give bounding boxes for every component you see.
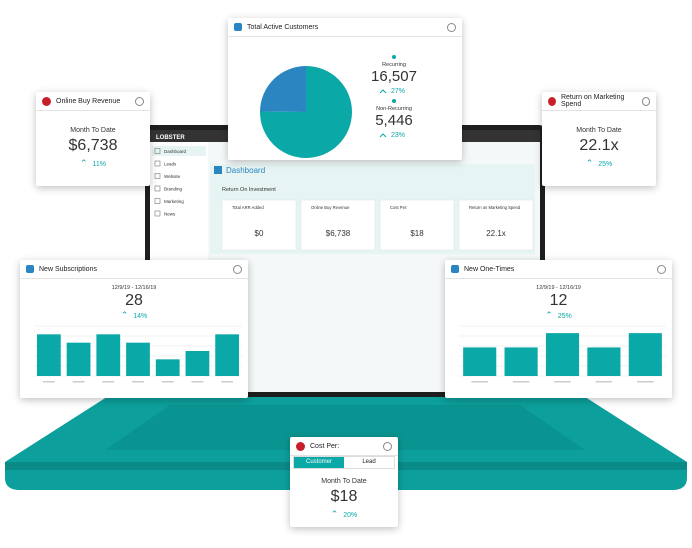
nav-icon: [154, 210, 161, 217]
bar: [215, 334, 240, 376]
bar: [155, 359, 180, 376]
bar: [463, 347, 497, 376]
x-label-decor: [102, 381, 115, 383]
mini-card: [300, 199, 376, 251]
revenue-card: Online Buy Revenue Month To Date $6,738 …: [36, 92, 150, 186]
x-label-decor: [132, 381, 144, 383]
change: 11%: [36, 158, 150, 169]
card-title: Cost Per:: [310, 442, 340, 450]
x-label-decor: [637, 381, 654, 383]
mini-card: [379, 199, 455, 251]
x-label-decor: [595, 381, 613, 383]
x-label-decor: [221, 381, 234, 383]
nav-item: Leads: [164, 162, 177, 167]
period: Month To Date: [321, 478, 367, 485]
tab[interactable]: Lead: [362, 459, 376, 465]
mini-card: [458, 199, 534, 251]
mini-value: $6,738: [326, 229, 351, 238]
nav-item: Marketing: [164, 199, 184, 204]
period: 12/9/19 - 12/16/19: [111, 285, 157, 291]
bar: [545, 333, 580, 376]
period: Month To Date: [70, 127, 116, 134]
change: 23%: [391, 132, 405, 139]
value-label: 5,446: [375, 112, 413, 129]
change: 25%: [445, 310, 672, 321]
costper-card: Cost Per: Customer Lead Month To Date $1…: [290, 437, 398, 527]
legend-dot: [392, 99, 396, 103]
mini-title: Online Buy Revenue: [311, 205, 350, 210]
nav-active: [152, 146, 206, 156]
value-label: 16,507: [371, 68, 417, 85]
nav-item: Website: [164, 174, 181, 179]
card-title: New Subscriptions: [39, 265, 97, 273]
bar: [628, 333, 662, 376]
nav-item: Dashboard: [164, 149, 187, 154]
period: 12/9/19 - 12/16/19: [536, 285, 581, 291]
legend-label: Recurring: [382, 62, 406, 68]
bar: [96, 334, 121, 376]
legend-dot: [392, 55, 396, 59]
legend-label: Non-Recurring: [376, 106, 412, 112]
change: 20%: [290, 509, 398, 520]
nav-icon: [154, 173, 161, 179]
bar: [185, 351, 210, 376]
pie-slice: [260, 66, 306, 112]
bar: [126, 342, 150, 376]
bar: [504, 347, 538, 376]
roms-card: Return on Marketing Spend Month To Date …: [542, 92, 656, 186]
icon: [214, 166, 222, 174]
x-label-decor: [42, 381, 55, 383]
mini-title: Total ARR Added: [232, 205, 264, 210]
mini-value: 22.1x: [486, 229, 506, 238]
app-title: Dashboard: [226, 166, 265, 175]
x-label-decor: [512, 381, 530, 383]
period: Month To Date: [576, 127, 622, 134]
x-label-decor: [471, 381, 488, 383]
nav-icon: [154, 148, 161, 154]
value: 28: [125, 292, 143, 309]
value: 12: [549, 292, 568, 309]
value: $6,738: [68, 137, 118, 154]
change: 14%: [20, 310, 248, 321]
nav-icon: [154, 185, 161, 192]
nav-item: Branding: [164, 187, 183, 192]
bar: [36, 334, 61, 376]
bar: [587, 347, 621, 376]
nav-icon: [154, 198, 161, 204]
card-title: Return on Marketing Spend: [560, 94, 625, 108]
change: 25%: [542, 158, 656, 169]
mini-title: Cost Per:: [390, 205, 407, 210]
up-arrow: [379, 89, 387, 94]
bar-chart: [459, 325, 666, 383]
x-label-decor: [554, 381, 571, 383]
mini-card: [221, 199, 297, 251]
bar: [66, 342, 91, 376]
bar-chart: [34, 325, 242, 383]
nav-icon: [154, 160, 161, 167]
brand: LOBSTER: [156, 135, 185, 141]
mini-value: $0: [255, 229, 264, 238]
subs-card: New Subscriptions 12/9/19 - 12/16/19 28 …: [20, 260, 248, 398]
nav-item: News: [164, 212, 176, 217]
value: $18: [330, 488, 358, 505]
x-label-decor: [161, 381, 174, 383]
mini-title: Return on Marketing Spend: [469, 205, 521, 210]
value: 22.1x: [579, 137, 619, 154]
up-arrow: [379, 133, 387, 138]
section: Return On Investment: [222, 187, 276, 193]
card-title: Total Active Customers: [247, 23, 319, 31]
card-title: Online Buy Revenue: [56, 97, 121, 105]
onetimes-card: New One-Times 12/9/19 - 12/16/19 12 25%: [445, 260, 672, 398]
x-label-decor: [72, 381, 85, 383]
x-label-decor: [191, 381, 204, 383]
tab[interactable]: Customer: [294, 457, 344, 468]
keyboard: [105, 405, 585, 450]
total-active-card: Total Active Customers Recurring 16,507 27…: [228, 18, 462, 160]
mini-value: $18: [410, 229, 424, 238]
card-title: New One-Times: [464, 265, 515, 273]
change: 27%: [391, 88, 405, 95]
